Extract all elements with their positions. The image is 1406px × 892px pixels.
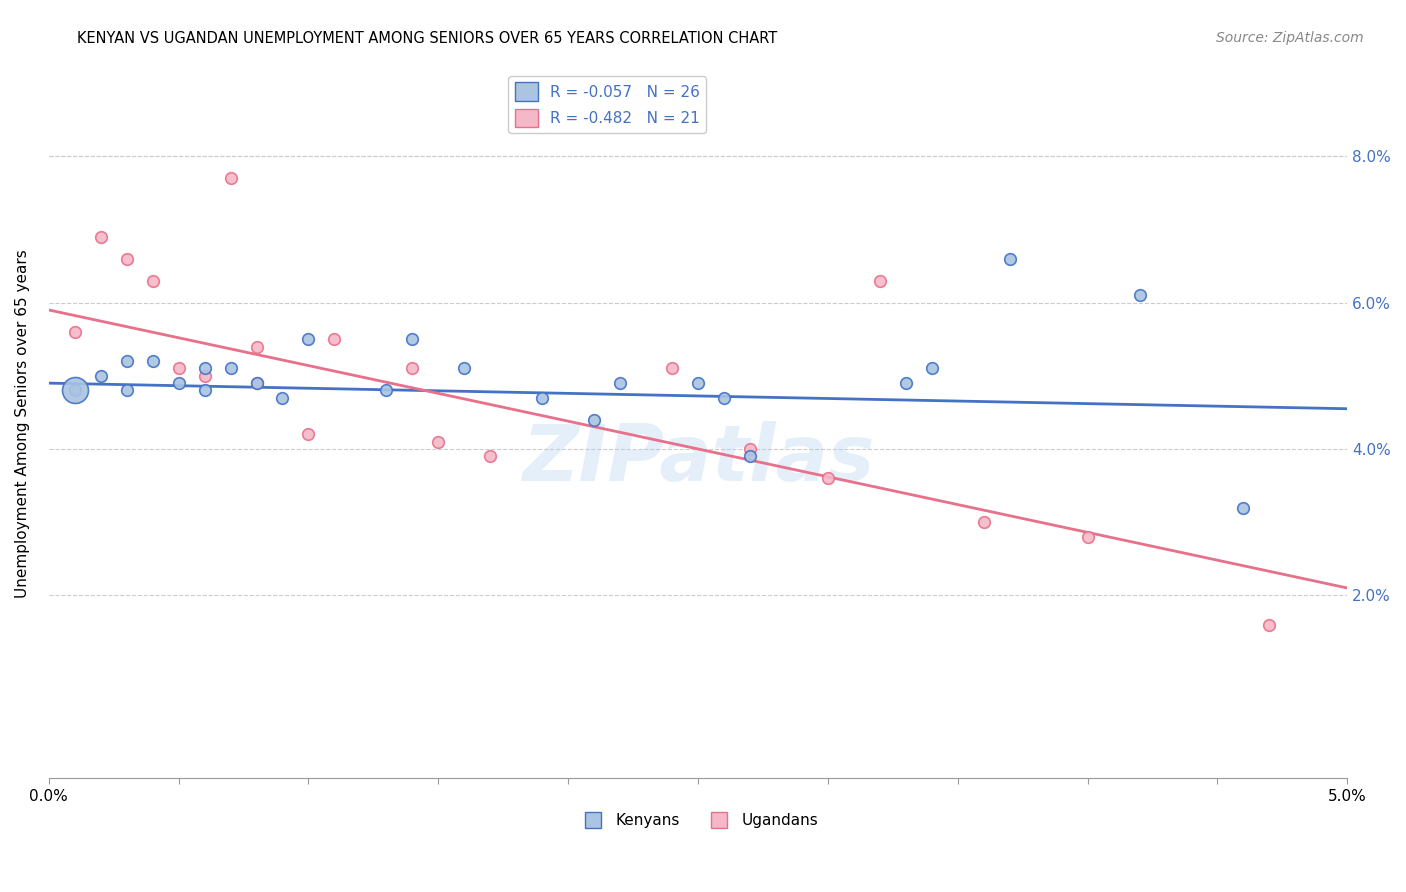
Point <box>921 361 943 376</box>
Text: ZIPatlas: ZIPatlas <box>522 421 875 497</box>
Point <box>479 450 502 464</box>
Point <box>271 391 294 405</box>
Y-axis label: Unemployment Among Seniors over 65 years: Unemployment Among Seniors over 65 years <box>15 249 30 598</box>
Point <box>219 171 242 186</box>
Point <box>401 332 423 346</box>
Point <box>297 427 319 442</box>
Point <box>219 361 242 376</box>
Point <box>245 376 267 391</box>
Point <box>583 413 606 427</box>
Point <box>115 384 138 398</box>
Text: KENYAN VS UGANDAN UNEMPLOYMENT AMONG SENIORS OVER 65 YEARS CORRELATION CHART: KENYAN VS UGANDAN UNEMPLOYMENT AMONG SEN… <box>77 31 778 46</box>
Point <box>167 361 190 376</box>
Point <box>427 434 450 449</box>
Text: Source: ZipAtlas.com: Source: ZipAtlas.com <box>1216 31 1364 45</box>
Point <box>375 384 398 398</box>
Point <box>738 450 761 464</box>
Point <box>193 368 215 383</box>
Point <box>297 332 319 346</box>
Point <box>142 354 165 368</box>
Point <box>738 442 761 456</box>
Point <box>609 376 631 391</box>
Point <box>998 252 1021 266</box>
Point <box>686 376 709 391</box>
Point <box>193 361 215 376</box>
Point <box>63 325 86 339</box>
Point <box>90 368 112 383</box>
Point <box>193 384 215 398</box>
Point <box>973 515 995 529</box>
Point <box>817 471 839 485</box>
Point <box>63 384 86 398</box>
Point <box>1232 500 1254 515</box>
Point <box>713 391 735 405</box>
Point <box>661 361 683 376</box>
Legend: Kenyans, Ugandans: Kenyans, Ugandans <box>572 807 824 834</box>
Point <box>401 361 423 376</box>
Point <box>63 384 86 398</box>
Point <box>115 252 138 266</box>
Point <box>1077 530 1099 544</box>
Point <box>1128 288 1150 302</box>
Point <box>1258 617 1281 632</box>
Point <box>453 361 475 376</box>
Point <box>167 376 190 391</box>
Point <box>90 229 112 244</box>
Point <box>531 391 554 405</box>
Point <box>894 376 917 391</box>
Point <box>323 332 346 346</box>
Point <box>245 376 267 391</box>
Point <box>869 274 891 288</box>
Point <box>142 274 165 288</box>
Point <box>115 354 138 368</box>
Point <box>245 340 267 354</box>
